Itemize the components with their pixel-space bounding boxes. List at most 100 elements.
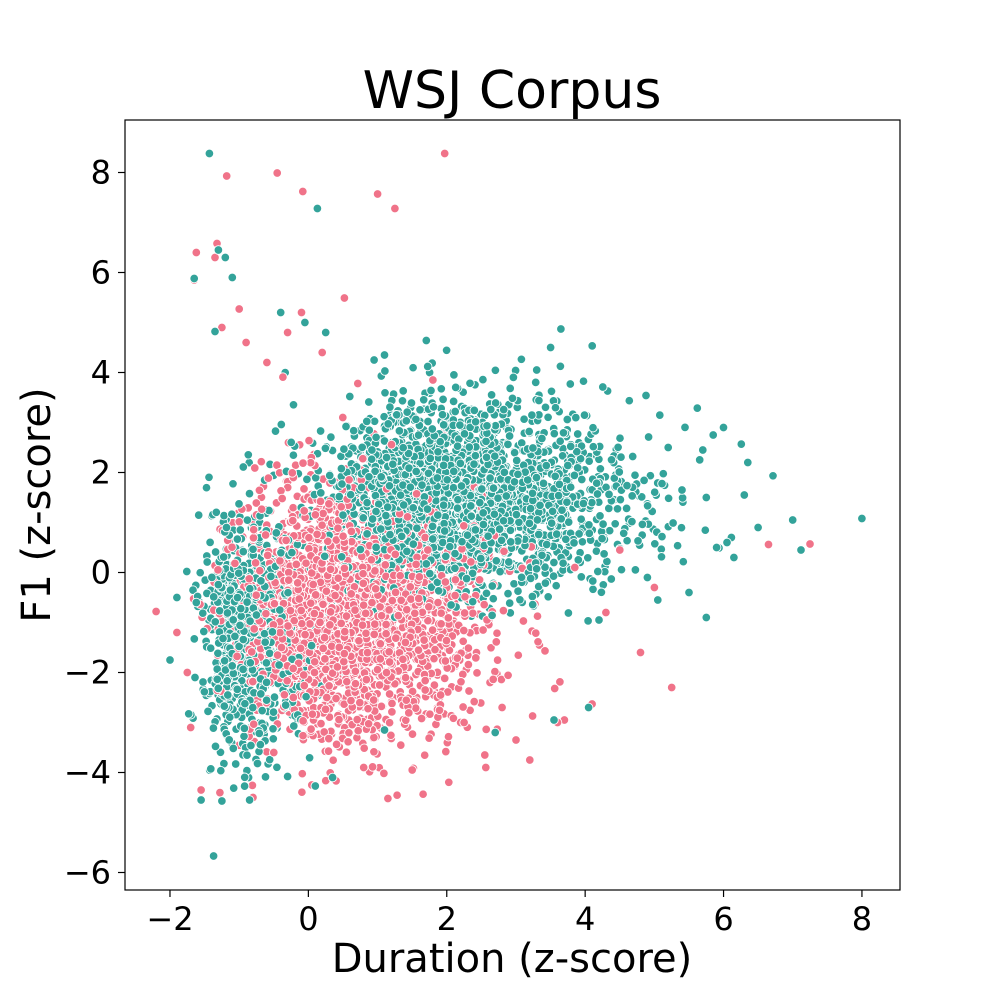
scatter-point-series-a [387,707,397,717]
scatter-point-series-b [402,407,412,417]
scatter-point-series-b [438,394,448,405]
scatter-point-series-b [397,396,408,406]
scatter-point-series-b [478,374,488,385]
scatter-point-series-b [641,390,651,401]
scatter-point-series-b [415,405,425,415]
scatter-point-series-b [206,764,216,774]
scatter-point-series-b [421,335,432,346]
scatter-point-series-b [182,566,192,577]
scatter-point-series-b [218,633,228,644]
scatter-point-series-b [260,772,271,782]
scatter-point-series-b [198,608,208,618]
scatter-point-series-a [424,733,434,743]
scatter-point-series-a [392,790,402,800]
scatter-point-series-a [490,666,500,677]
scatter-point-series-a [527,711,538,721]
scatter-point-series-b [692,403,703,413]
scatter-point-series-b [588,422,598,433]
scatter-point-series-b [205,537,215,548]
scatter-point-series-b [668,518,678,528]
scatter-point-series-a [518,616,529,626]
scatter-point-series-b [537,550,547,561]
scatter-point-series-a [387,698,397,709]
scatter-point-series-a [478,625,488,635]
scatter-point-series-a [488,674,498,685]
scatter-point-series-b [345,391,355,402]
scatter-point-series-b [248,544,258,555]
scatter-point-series-b [527,591,538,602]
scatter-point-series-a [459,625,469,636]
scatter-point-series-a [419,750,430,760]
scatter-point-series-a [513,650,524,660]
scatter-point-series-b [588,441,599,452]
scatter-point-series-a [458,636,468,647]
scatter-point-series-b [238,546,249,557]
scatter-point-series-b [272,762,282,773]
scatter-point-series-b [201,482,212,493]
scatter-point-series-a [441,746,451,757]
scatter-point-series-b [577,537,588,547]
scatter-point-series-b [476,553,486,564]
scatter-point-series-b [606,455,617,465]
scatter-point-series-b [380,366,390,376]
scatter-point-series-a [247,780,258,791]
scatter-point-series-a [380,560,391,570]
scatter-point-series-a [469,696,479,707]
scatter-point-series-b [613,442,623,453]
scatter-point-series-b [505,383,515,394]
scatter-point-series-b [449,370,459,380]
scatter-point-series-a [418,789,428,799]
scatter-point-series-a [298,458,308,468]
scatter-point-series-a [374,680,385,690]
scatter-point-series-b [448,396,459,407]
scatter-point-series-b [519,414,529,424]
scatter-point-series-b [380,388,390,398]
scatter-point-series-a [498,605,509,616]
scatter-point-series-a [250,463,260,473]
scatter-point-series-a [344,728,354,738]
scatter-point-series-a [472,668,482,678]
scatter-point-series-a [458,702,468,712]
scatter-point-series-a [460,592,470,602]
scatter-point-series-b [579,410,590,420]
scatter-point-series-b [503,439,513,450]
scatter-point-series-a [367,762,378,772]
scatter-point-series-b [495,566,505,577]
scatter-point-series-b [401,416,412,426]
scatter-point-series-a [318,643,328,654]
scatter-point-series-b [515,595,525,605]
scatter-point-series-b [627,491,637,501]
scatter-point-series-b [558,428,569,438]
scatter-point-series-b [199,687,210,697]
scatter-point-series-b [548,571,559,581]
scatter-point-series-b [208,723,219,733]
scatter-point-series-a [481,762,491,773]
scatter-point-series-b [595,464,606,474]
scatter-point-series-b [558,558,568,568]
scatter-point-series-a [491,637,502,647]
scatter-point-series-b [636,492,647,502]
chart-title: WSJ Corpus [363,61,662,121]
scatter-point-series-b [301,691,311,702]
scatter-point-series-b [606,574,617,584]
scatter-point-series-a [248,676,258,687]
scatter-point-series-b [398,386,408,396]
scatter-point-series-a [338,412,348,423]
scatter-point-series-b [268,724,278,734]
scatter-point-series-b [663,493,674,504]
scatter-point-series-b [302,474,312,485]
scatter-point-series-a [299,484,309,494]
scatter-point-series-b [678,556,689,567]
scatter-point-series-b [540,578,551,588]
scatter-point-series-a [320,704,331,715]
scatter-point-series-b [508,372,519,383]
scatter-point-series-b [576,514,586,524]
scatter-point-series-b [436,384,447,394]
scatter-point-series-a [355,697,365,708]
scatter-point-series-b [276,419,287,430]
scatter-point-series-a [402,604,412,615]
scatter-point-series-a [263,473,274,483]
scatter-point-series-b [677,493,688,503]
scatter-point-series-b [239,781,250,791]
